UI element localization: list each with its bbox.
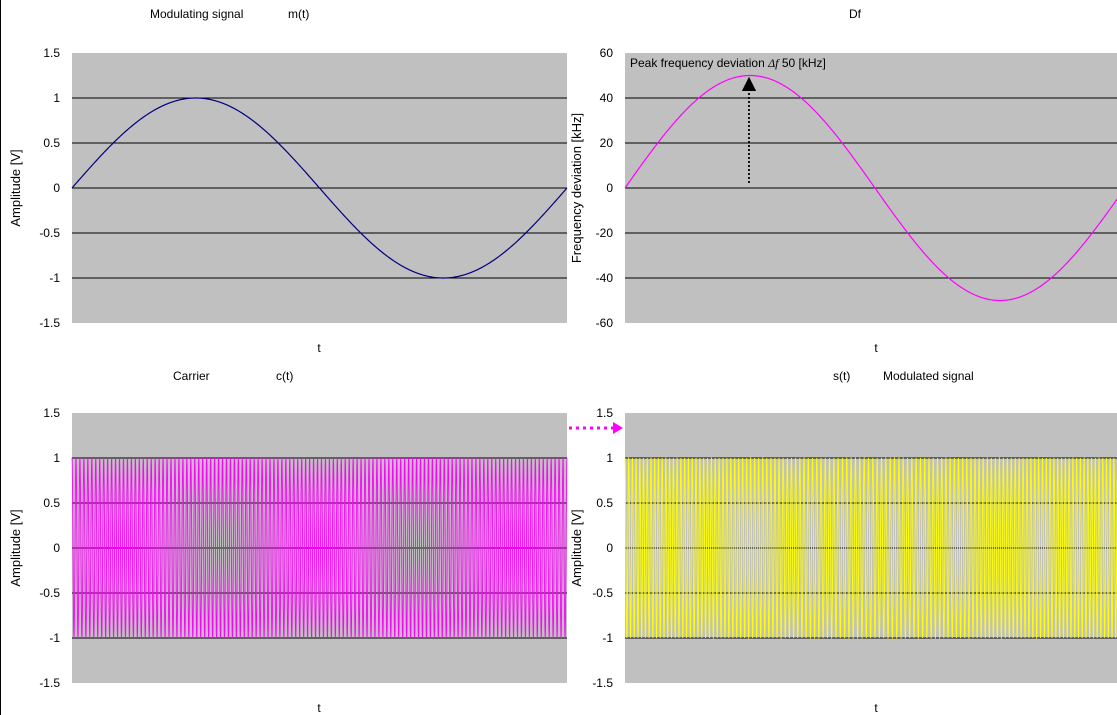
chart-modulating: Modulating signal m(t) 1.5 1 0.5 0 -0.5 -1 -1.… (8, 7, 568, 355)
chart-title-left: Carrier (173, 369, 210, 383)
y-tick-label: 60 (600, 46, 614, 60)
y-tick-label: -0.5 (592, 586, 613, 600)
y-tick-labels: 1.5 1 0.5 0 -0.5 -1 -1.5 (39, 46, 60, 330)
y-tick-label: -20 (596, 226, 614, 240)
y-tick-label: 0 (606, 181, 613, 195)
y-tick-label: 1.5 (596, 406, 613, 420)
chart-title-right: m(t) (288, 7, 309, 21)
chart-modulated: s(t) Modulated signal 1.5 1 0.5 0 -0.5 -1 -1.5… (569, 369, 1117, 715)
x-axis-label: t (874, 341, 878, 355)
y-tick-labels: 1.5 1 0.5 0 -0.5 -1 -1.5 (39, 406, 60, 690)
y-tick-label: -1 (49, 631, 60, 645)
y-tick-label: -1.5 (39, 676, 60, 690)
y-tick-label: -0.5 (39, 586, 60, 600)
y-tick-label: -1 (602, 631, 613, 645)
chart-title-left: s(t) (833, 369, 850, 383)
connector-arrowhead (613, 422, 623, 434)
y-tick-label: 0 (53, 181, 60, 195)
chart-carrier: Carrier c(t) 1.5 1 0.5 0 -0.5 -1 -1.5 t Amplit… (8, 369, 568, 715)
frequency-deviation-line (624, 74, 1117, 302)
x-axis-label: t (317, 341, 321, 355)
chart-title-right: c(t) (276, 369, 293, 383)
y-tick-label: 0.5 (43, 496, 60, 510)
y-tick-label: -1.5 (39, 316, 60, 330)
modulated-signal-line (624, 456, 1117, 640)
peak-deviation-annotation: Peak frequency deviation Δf 50 [kHz] (630, 56, 826, 70)
x-axis-label: t (874, 701, 878, 715)
y-tick-label: -40 (596, 271, 614, 285)
y-tick-labels: 60 40 20 0 -20 -40 -60 (596, 46, 614, 330)
y-tick-label: 0.5 (43, 136, 60, 150)
y-tick-label: 1 (53, 451, 60, 465)
carrier-signal-line (71, 457, 568, 639)
chart-title-right: Modulated signal (883, 369, 974, 383)
y-tick-label: 1.5 (43, 406, 60, 420)
y-tick-label: 1 (53, 91, 60, 105)
y-tick-label: 1.5 (43, 46, 60, 60)
y-tick-label: 0 (606, 541, 613, 555)
chart-title: Df (849, 7, 862, 21)
y-tick-label: 0.5 (596, 496, 613, 510)
y-axis-label: Amplitude [V] (8, 509, 23, 586)
y-tick-label: 0 (53, 541, 60, 555)
carrier-to-modulated-arrow (569, 422, 623, 434)
y-tick-label: -60 (596, 316, 614, 330)
y-axis-label: Amplitude [V] (8, 149, 23, 226)
y-axis-label: Frequency deviation [kHz] (569, 113, 584, 263)
y-tick-label: -1 (49, 271, 60, 285)
x-axis-label: t (317, 701, 321, 715)
y-tick-label: 20 (600, 136, 614, 150)
y-tick-labels: 1.5 1 0.5 0 -0.5 -1 -1.5 (592, 406, 613, 690)
y-axis-label: Amplitude [V] (569, 509, 584, 586)
modulating-signal-line (71, 97, 568, 279)
y-tick-label: 1 (606, 451, 613, 465)
y-tick-label: -1.5 (592, 676, 613, 690)
gridlines (625, 97, 1117, 279)
y-tick-label: -0.5 (39, 226, 60, 240)
chart-title-left: Modulating signal (150, 7, 243, 21)
chart-deviation: Df 60 40 20 0 -20 -40 -60 Peak frequency devia… (569, 7, 1117, 355)
y-tick-label: 40 (600, 91, 614, 105)
